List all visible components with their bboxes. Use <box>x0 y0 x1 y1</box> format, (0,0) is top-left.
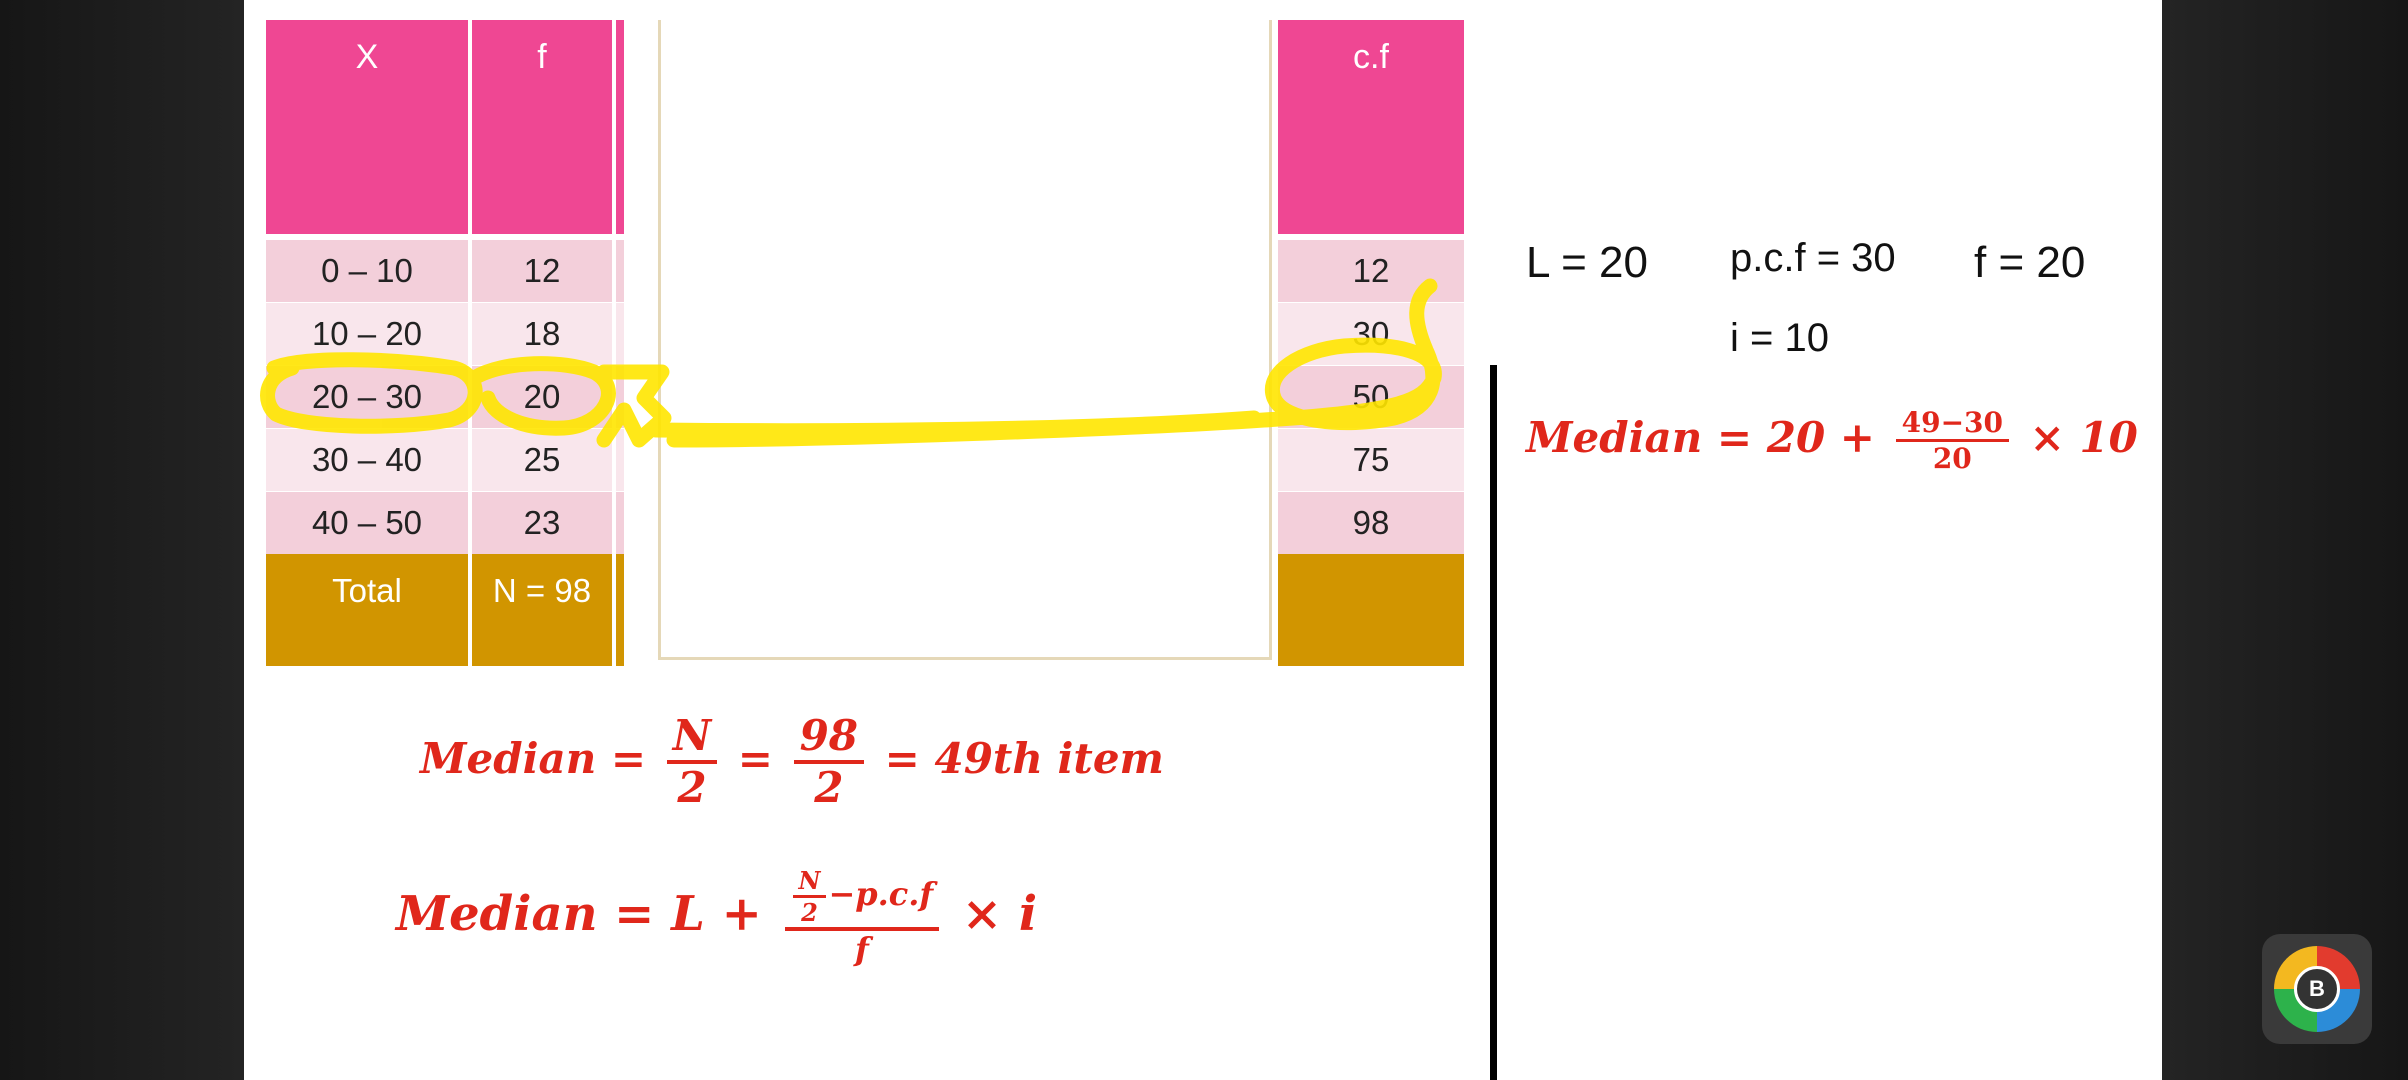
equals-sign: = <box>737 734 773 784</box>
nested-denominator: 2 <box>801 898 818 928</box>
table-blank-area <box>658 20 1272 660</box>
value-f: f = 20 <box>1974 238 2086 287</box>
vertical-divider <box>1490 365 1497 1080</box>
table-cell: 30 – 40 <box>266 429 468 491</box>
nested-numerator: N <box>792 868 827 899</box>
formula-lhs: Median = L + <box>396 885 762 942</box>
table-cell: 20 <box>472 366 612 428</box>
nested-fraction: N 2 <box>792 868 827 928</box>
table-cell: 40 – 50 <box>266 492 468 554</box>
strip-cell <box>616 240 624 302</box>
fraction-numerator: 98 <box>793 713 865 765</box>
table-cell: 98 <box>1278 492 1464 554</box>
median-substituted-formula: Median = 20 + 49−30 20 × 10 <box>1526 408 2138 474</box>
fraction-denominator: f <box>854 930 869 969</box>
fraction: 49−30 20 <box>1895 408 2009 476</box>
table-cell: 50 <box>1278 366 1464 428</box>
left-letterbox <box>0 0 244 1080</box>
median-general-formula: Median = L + N 2 −p.c.f f × i <box>396 868 1037 967</box>
fraction-numerator: N <box>666 713 718 765</box>
fraction-n-over-2: N 2 <box>666 713 718 813</box>
header-cf: c.f <box>1278 20 1464 234</box>
table-cell: 12 <box>472 240 612 302</box>
header-x: X <box>266 20 468 234</box>
table-cell: 18 <box>472 303 612 365</box>
general-fraction: N 2 −p.c.f f <box>784 868 940 969</box>
median-position-formula: Median = N 2 = 98 2 = 49th item <box>420 713 1164 813</box>
channel-logo[interactable]: B <box>2262 934 2372 1044</box>
fraction-denominator: 2 <box>814 763 844 813</box>
value-i: i = 10 <box>1730 316 1829 360</box>
table-cell: 75 <box>1278 429 1464 491</box>
logo-letter: B <box>2294 966 2340 1012</box>
logo-ring-icon: B <box>2274 946 2360 1032</box>
fraction-numerator: N 2 −p.c.f <box>784 868 940 932</box>
formula-tail: × 10 <box>2029 412 2138 462</box>
total-cf <box>1278 554 1464 666</box>
table-cell: 0 – 10 <box>266 240 468 302</box>
table-cell: 23 <box>472 492 612 554</box>
formula-lhs: Median = <box>420 734 647 784</box>
right-letterbox <box>2162 0 2408 1080</box>
fraction-98-over-2: 98 2 <box>793 713 865 813</box>
slide: X 0 – 10 10 – 20 20 – 30 30 – 40 40 – 50… <box>244 0 2162 1080</box>
total-label: Total <box>266 554 468 666</box>
formula-lhs: Median = 20 + <box>1526 412 1875 462</box>
table-cell: 30 <box>1278 303 1464 365</box>
header-f: f <box>472 20 612 234</box>
strip-header <box>616 20 624 234</box>
strip-cell <box>616 366 624 428</box>
table-cell: 12 <box>1278 240 1464 302</box>
numerator-rest: −p.c.f <box>828 875 934 914</box>
formula-result: = 49th item <box>884 734 1164 784</box>
strip-cell <box>616 303 624 365</box>
table-cell: 10 – 20 <box>266 303 468 365</box>
table-cell: 20 – 30 <box>266 366 468 428</box>
fraction-denominator: 2 <box>677 763 707 813</box>
formula-tail: × i <box>961 885 1038 942</box>
total-n: N = 98 <box>472 554 612 666</box>
strip-cell <box>616 429 624 491</box>
strip-total <box>616 554 624 666</box>
fraction-numerator: 49−30 <box>1895 408 2009 443</box>
strip-cell <box>616 492 624 554</box>
fraction-denominator: 20 <box>1932 442 1972 476</box>
table-cell: 25 <box>472 429 612 491</box>
value-l: L = 20 <box>1526 238 1648 287</box>
value-pcf: p.c.f = 30 <box>1730 236 1896 280</box>
